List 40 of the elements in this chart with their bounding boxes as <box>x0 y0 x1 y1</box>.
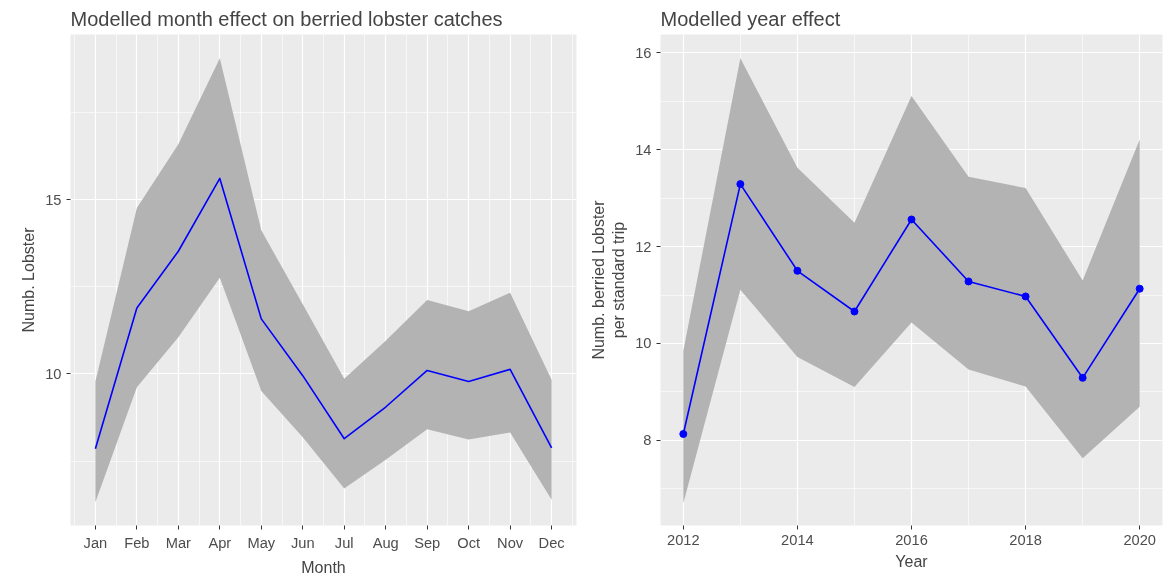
x-axis-title: Year <box>895 552 929 570</box>
x-tick-label: Mar <box>165 534 192 551</box>
y-tick-label: 12 <box>635 238 652 255</box>
chart-title: Modelled month effect on berried lobster catches <box>70 7 503 30</box>
x-tick-label: 2016 <box>895 531 928 548</box>
y-axis-title: Numb. Lobster <box>20 226 38 333</box>
x-tick-label: Apr <box>208 534 232 551</box>
x-tick-label: 2014 <box>781 531 814 548</box>
x-tick-label: Jul <box>334 534 354 551</box>
x-tick-label: Oct <box>457 534 481 551</box>
chart-title: Modelled year effect <box>660 7 841 30</box>
y-tick-label: 10 <box>635 335 652 352</box>
x-axis-title: Month <box>301 558 346 576</box>
x-tick-label: Dec <box>538 534 565 551</box>
point <box>793 266 802 275</box>
y-tick-label: 8 <box>643 432 652 449</box>
point <box>850 307 859 316</box>
y-tick-label: 16 <box>635 44 652 61</box>
x-tick-label: Jun <box>290 534 315 551</box>
point <box>679 429 688 438</box>
point <box>1021 292 1030 301</box>
y-tick-label: 14 <box>635 141 652 158</box>
x-tick-label: Aug <box>372 534 399 551</box>
x-tick-label: Jan <box>83 534 108 551</box>
x-tick-label: May <box>247 534 276 551</box>
x-tick-label: 2018 <box>1009 531 1042 548</box>
y-axis-title: Numb. berried Lobster per standard trip <box>589 199 628 360</box>
y-tick-label: 15 <box>45 191 62 208</box>
point <box>736 180 745 189</box>
x-tick-label: 2012 <box>667 531 700 548</box>
y-tick-label: 10 <box>45 365 62 382</box>
point <box>1135 284 1144 293</box>
x-tick-label: Feb <box>124 534 150 551</box>
point <box>964 277 973 286</box>
x-tick-label: 2020 <box>1123 531 1156 548</box>
point <box>907 215 916 224</box>
line-series <box>94 177 553 450</box>
x-tick-label: Nov <box>497 534 524 551</box>
point <box>1078 373 1087 382</box>
x-tick-label: Sep <box>414 534 441 551</box>
